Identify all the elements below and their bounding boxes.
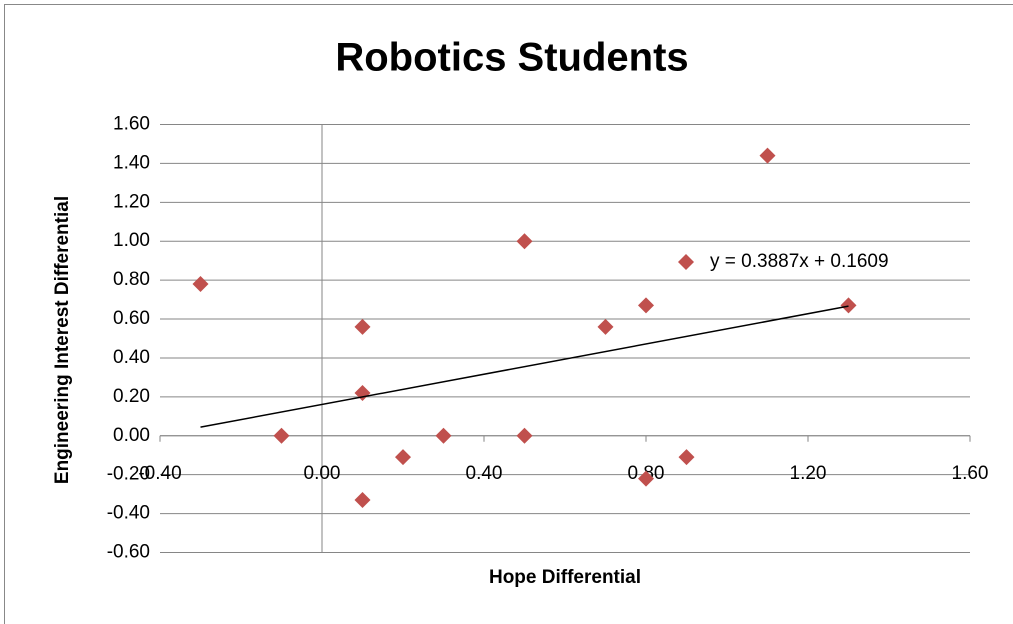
scatter-point	[759, 147, 776, 164]
scatter-point	[273, 427, 290, 444]
scatter-point	[638, 470, 654, 487]
chart-border	[4, 4, 1013, 624]
y-tick-label: -0.60	[107, 542, 150, 563]
chart-title: Robotics Students	[335, 36, 688, 80]
x-tick-label: 0.40	[466, 463, 503, 484]
y-tick-label: 0.00	[113, 425, 150, 446]
y-axis-label: Engineering Interest Differential	[52, 196, 73, 484]
scatter-point	[192, 276, 209, 293]
x-tick-label: 1.20	[790, 463, 827, 484]
y-tick-label: 0.40	[113, 347, 150, 368]
y-tick-label: 1.20	[113, 191, 150, 212]
legend-label: y = 0.3887x + 0.1609	[710, 251, 889, 272]
y-tick-label: 0.80	[113, 269, 150, 290]
scatter-point	[638, 297, 654, 314]
y-tick-label: -0.40	[107, 503, 150, 524]
x-axis-label: Hope Differential	[489, 567, 641, 588]
scatter-point	[395, 449, 411, 466]
scatter-point	[840, 297, 857, 314]
scatter-point	[597, 318, 614, 335]
x-tick-label: 1.60	[952, 463, 989, 484]
y-tick-label: -0.20	[107, 464, 150, 485]
scatter-point	[516, 427, 533, 444]
y-tick-label: 0.20	[113, 386, 150, 407]
scatter-point	[354, 318, 371, 335]
scatter-point	[516, 233, 533, 250]
scatter-point	[678, 449, 695, 466]
scatter-point	[435, 427, 452, 444]
trendline	[200, 305, 849, 428]
scatter-point	[354, 491, 371, 508]
y-tick-label: 1.40	[113, 152, 150, 173]
y-tick-label: 0.60	[113, 308, 150, 329]
x-tick-label: -0.40	[138, 463, 181, 484]
x-tick-label: 0.00	[304, 463, 341, 484]
legend-marker	[678, 254, 694, 270]
y-tick-label: 1.60	[113, 114, 150, 135]
y-tick-label: 1.00	[113, 230, 150, 251]
